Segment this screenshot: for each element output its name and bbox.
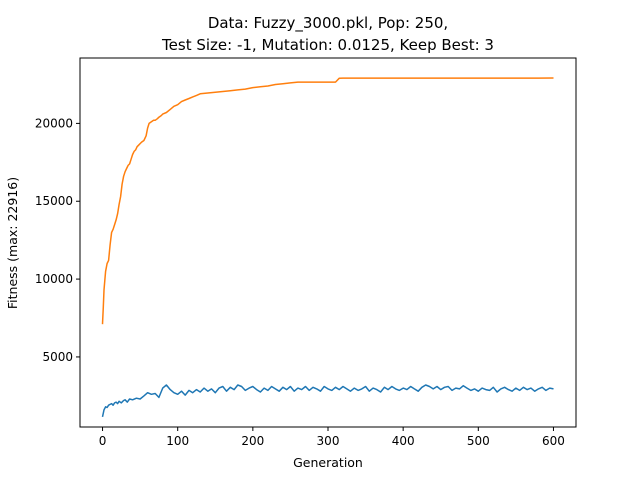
series-line-2 [101,384,554,418]
y-tick-label: 5000 [42,350,73,364]
y-tick-label: 20000 [35,116,73,130]
x-tick-label: 100 [166,434,189,448]
x-tick-label: 300 [317,434,340,448]
x-tick-label: 0 [99,434,107,448]
plot-frame [79,57,577,428]
y-tick-label: 10000 [35,272,73,286]
x-tick-label: 500 [467,434,490,448]
y-tick-label: 15000 [35,194,73,208]
x-axis-label: Generation [293,455,363,470]
y-axis: 5000 10000 15000 20000 [35,116,80,364]
y-axis-label: Fitness (max: 22916) [5,177,20,309]
x-tick-label: 400 [392,434,415,448]
series-line-1 [101,77,554,325]
x-tick-label: 200 [241,434,264,448]
x-tick-label: 600 [542,434,565,448]
plot-area [101,77,554,418]
chart-title-line-2: Test Size: -1, Mutation: 0.0125, Keep Be… [161,36,494,54]
chart-title-line-1: Data: Fuzzy_3000.pkl, Pop: 250, [208,14,448,33]
x-axis: 0 100 200 300 400 500 600 [99,427,565,448]
